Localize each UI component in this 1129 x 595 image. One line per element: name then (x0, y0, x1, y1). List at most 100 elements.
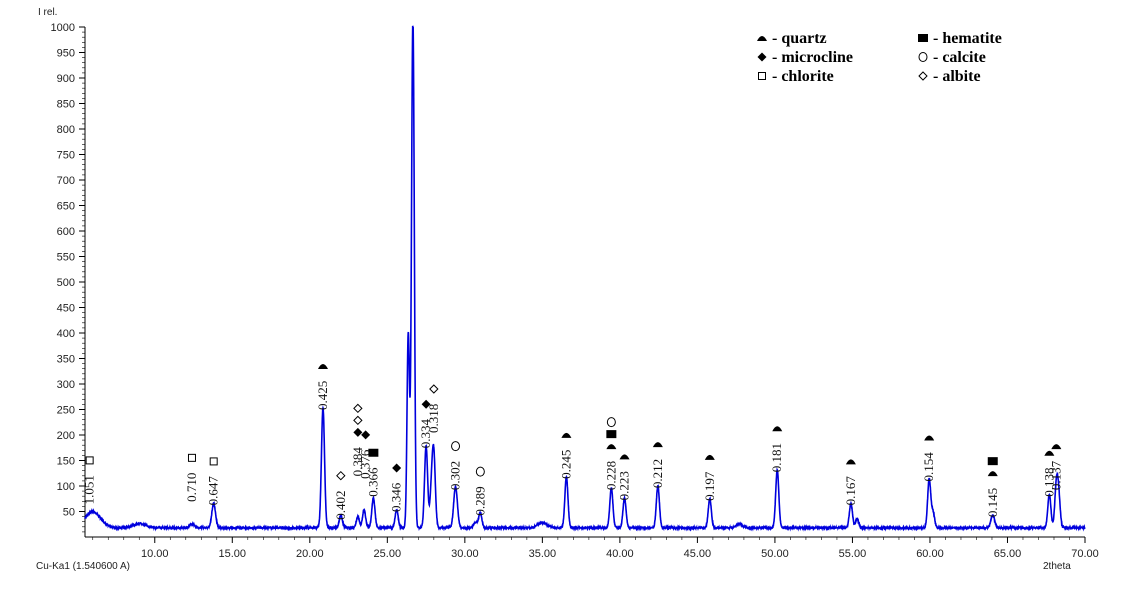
quartz-marker-icon (1044, 450, 1055, 456)
y-tick-label: 250 (57, 405, 75, 417)
peak-d-spacing-label: 0.289 (472, 486, 487, 515)
x-tick-label: 20.00 (296, 548, 324, 560)
peak-d-spacing-label: 0.212 (650, 459, 665, 488)
legend-quartz-icon (757, 36, 767, 41)
peak-d-spacing-label: 0.425 (315, 381, 330, 410)
peak-d-spacing-label: 1.051 (82, 475, 97, 504)
x-tick-label: 70.00 (1071, 548, 1099, 560)
legend-item-label: - albite (933, 68, 981, 85)
peak-d-spacing-label: 0.154 (921, 452, 936, 482)
quartz-marker-icon (924, 435, 935, 441)
peak-d-spacing-label: 0.334 (418, 419, 433, 449)
quartz-marker-icon (652, 442, 663, 448)
x-tick-label: 50.00 (761, 548, 789, 560)
x-tick-label: 45.00 (684, 548, 712, 560)
x-tick-label: 60.00 (916, 548, 944, 560)
y-tick-label: 650 (57, 201, 75, 213)
y-tick-label: 450 (57, 303, 75, 315)
chlorite-marker-icon (85, 456, 94, 465)
quartz-marker-icon (317, 364, 328, 370)
microcline-marker-icon (392, 463, 402, 473)
peak-d-spacing-label: 0.402 (333, 490, 348, 519)
y-tick-label: 850 (57, 99, 75, 111)
peak-d-spacing-label: 0.145 (985, 488, 1000, 517)
x-tick-label: 65.00 (994, 548, 1022, 560)
y-tick-label: 550 (57, 252, 75, 264)
y-tick-label: 200 (57, 430, 75, 442)
albite-marker-icon (353, 415, 363, 426)
y-tick-label: 150 (57, 456, 75, 468)
y-tick-label: 400 (57, 328, 75, 340)
peak-d-spacing-label: 0.346 (389, 482, 404, 512)
x-tick-label: 40.00 (606, 548, 634, 560)
y-tick-label: 500 (57, 277, 75, 289)
y-tick-label: 350 (57, 354, 75, 366)
radiation-label: Cu-Ka1 (1.540600 A) (36, 561, 130, 572)
peak-d-spacing-label: 0.647 (206, 476, 221, 506)
calcite-marker-icon (475, 466, 485, 477)
y-tick-label: 750 (57, 150, 75, 162)
peak-d-spacing-label: 0.167 (843, 476, 858, 506)
chlorite-marker-icon (209, 457, 218, 466)
legend-hematite-icon (918, 34, 928, 42)
legend-item-label: - quartz (772, 30, 827, 47)
y-tick-label: 50 (63, 507, 75, 519)
hematite-marker-icon (368, 448, 379, 457)
x-tick-label: 35.00 (529, 548, 557, 560)
y-tick-label: 600 (57, 226, 75, 238)
y-tick-label: 300 (57, 379, 75, 391)
legend-item-label: - calcite (933, 49, 986, 66)
x-tick-label: 10.00 (141, 548, 169, 560)
x-tick-label: 55.00 (839, 548, 867, 560)
albite-marker-icon (336, 470, 346, 481)
quartz-marker-icon (1051, 444, 1062, 450)
y-tick-label: 950 (57, 48, 75, 60)
peak-d-spacing-label: 0.302 (448, 461, 463, 490)
y-tick-label: 100 (57, 481, 75, 493)
microcline-marker-icon (421, 399, 431, 409)
x-tick-label: 15.00 (219, 548, 247, 560)
albite-marker-icon (429, 384, 439, 394)
xrd-pattern-line (84, 25, 1086, 532)
legend-item-label: - hematite (933, 30, 1002, 47)
peak-d-spacing-label: 0.138 (1041, 468, 1056, 497)
hematite-marker-icon (606, 430, 617, 439)
peak-d-spacing-label: 0.137 (1048, 460, 1063, 490)
peak-d-spacing-label: 0.181 (769, 443, 784, 472)
peak-d-spacing-label: 0.245 (558, 450, 573, 479)
quartz-marker-icon (845, 459, 856, 465)
legend-calcite-icon (918, 52, 928, 62)
quartz-marker-icon (561, 432, 572, 438)
legend-item-label: - microcline (772, 49, 853, 66)
y-tick-label: 700 (57, 175, 75, 187)
calcite-marker-icon (606, 417, 616, 428)
peak-d-spacing-label: 0.710 (184, 473, 199, 502)
quartz-marker-icon (772, 426, 783, 432)
calcite-marker-icon (451, 441, 461, 452)
microcline-marker-icon (361, 430, 371, 440)
microcline-marker-icon (353, 427, 363, 437)
peak-d-spacing-label: 0.197 (702, 471, 717, 501)
peak-d-spacing-label: 0.318 (426, 404, 441, 433)
peak-d-spacing-label: 0.228 (603, 461, 618, 490)
y-tick-label: 1000 (51, 22, 75, 34)
legend-albite-icon (918, 71, 928, 81)
peak-d-spacing-label: 0.223 (617, 471, 632, 500)
x-axis-label: 2theta (1043, 561, 1071, 572)
quartz-marker-icon (606, 444, 617, 450)
albite-marker-icon (353, 403, 363, 414)
y-tick-label: 900 (57, 73, 75, 85)
y-tick-label: 800 (57, 124, 75, 136)
chlorite-marker-icon (187, 453, 196, 462)
x-tick-label: 30.00 (451, 548, 479, 560)
peak-d-spacing-label: 0.366 (365, 467, 380, 497)
peak-d-spacing-label: 0.384 (350, 447, 365, 477)
x-tick-label: 25.00 (374, 548, 402, 560)
quartz-marker-icon (619, 454, 630, 460)
y-axis-label: I rel. (38, 7, 57, 18)
quartz-marker-icon (704, 454, 715, 460)
legend-chlorite-icon (758, 72, 766, 80)
legend-microcline-icon (757, 52, 767, 62)
